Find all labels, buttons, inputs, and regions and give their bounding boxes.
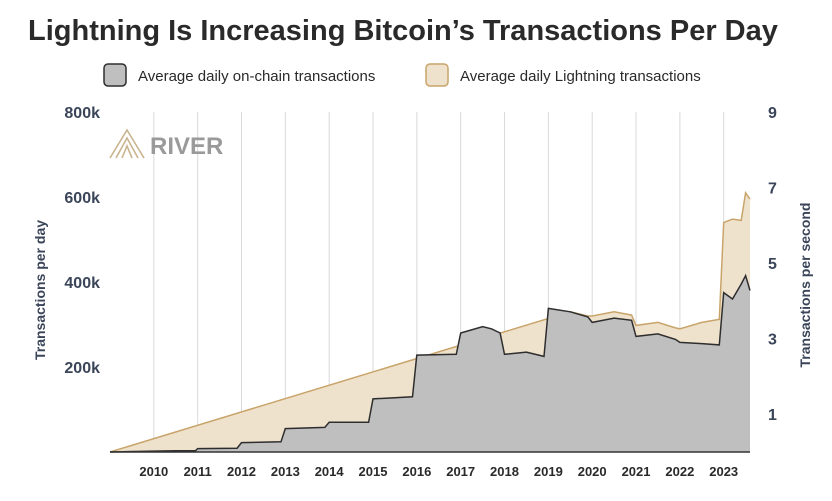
river-logo: RIVER xyxy=(109,128,223,160)
x-tick-label: 2023 xyxy=(709,464,738,479)
legend-swatch-lightning xyxy=(425,63,449,87)
x-tick-label: 2016 xyxy=(402,464,431,479)
y2-tick-label: 3 xyxy=(768,332,777,349)
chart-title: Lightning Is Increasing Bitcoin’s Transa… xyxy=(28,15,778,47)
x-tick-label: 2019 xyxy=(534,464,563,479)
tick-layer: 2010 2011 2012 2013 2014 2015 2016 2017 2018 2019… xyxy=(64,105,777,479)
y2-axis-label: Transactions per second xyxy=(797,203,813,368)
x-tick-label: 2010 xyxy=(139,464,168,479)
y-axis-label: Transactions per day xyxy=(32,220,48,360)
x-tick-label: 2022 xyxy=(665,464,694,479)
x-tick-label: 2018 xyxy=(490,464,519,479)
legend-label-lightning: Average daily Lightning transactions xyxy=(460,68,701,85)
lightning-line xyxy=(109,190,751,453)
y2-tick-label: 5 xyxy=(768,256,777,273)
river-mountain-icon xyxy=(109,128,145,159)
x-tick-label: 2015 xyxy=(359,464,388,479)
y2-tick-label: 7 xyxy=(768,181,777,198)
x-tick-label: 2013 xyxy=(271,464,300,479)
series-layer xyxy=(109,190,751,453)
y-tick-label: 800k xyxy=(64,105,100,122)
x-tick-label: 2017 xyxy=(446,464,475,479)
legend-swatch-onchain xyxy=(103,63,127,87)
y2-tick-label: 9 xyxy=(768,105,777,122)
y2-tick-label: 1 xyxy=(768,407,777,424)
legend-label-onchain: Average daily on-chain transactions xyxy=(138,68,375,85)
y-tick-label: 200k xyxy=(64,360,100,377)
y-tick-label: 600k xyxy=(64,190,100,207)
x-tick-label: 2021 xyxy=(622,464,651,479)
x-tick-label: 2020 xyxy=(578,464,607,479)
x-tick-label: 2014 xyxy=(315,464,345,479)
x-tick-label: 2012 xyxy=(227,464,256,479)
river-wordmark: RIVER xyxy=(150,133,223,160)
onchain-line xyxy=(109,273,751,453)
x-tick-label: 2011 xyxy=(184,464,212,479)
y-tick-label: 400k xyxy=(64,275,100,292)
